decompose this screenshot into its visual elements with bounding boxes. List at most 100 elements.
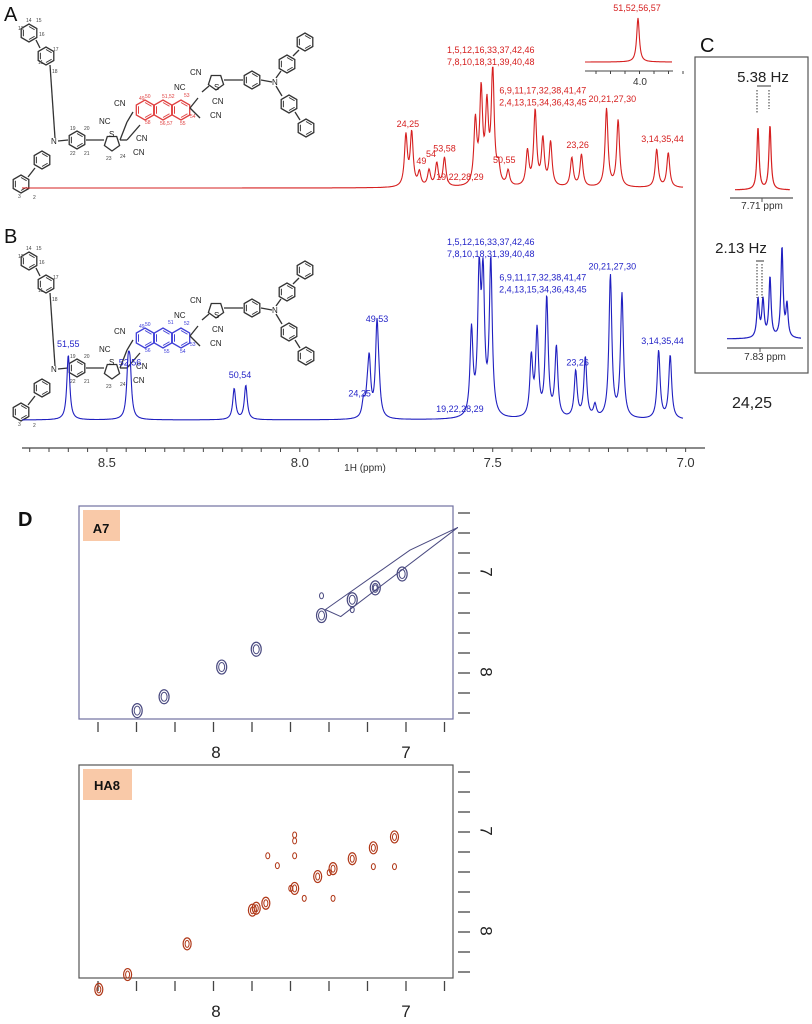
atom-label: CN (212, 97, 224, 106)
double-bond (286, 66, 293, 71)
atom-label: 22 (70, 151, 76, 157)
double-bond (288, 97, 295, 102)
atom-label: 24 (120, 382, 126, 388)
atom-label: 53 (184, 93, 190, 99)
peak-annotation: 7,8,10,18,31,39,40,48 (447, 249, 535, 259)
y-tick-label: 8 (477, 926, 496, 935)
atom-label: 54 (180, 349, 186, 355)
atom-label: CN (210, 111, 222, 120)
peak-annotation: 2,4,13,15,34,36,43,45 (499, 97, 587, 107)
ring (280, 94, 298, 114)
bond (189, 335, 201, 347)
atom-label: 52 (184, 321, 190, 327)
atom-label: 23 (106, 384, 112, 390)
double-bond (162, 113, 170, 118)
ring (171, 99, 191, 121)
double-bond (304, 35, 311, 40)
cosy-plot-a7: 8 7 7 8 (78, 505, 496, 762)
cross-peak (330, 894, 336, 902)
diagonal-peak-inner (371, 582, 379, 593)
atom-label: 14 (26, 246, 32, 252)
ring (278, 54, 296, 74)
panel-c-box: 5.38 Hz 7.71 ppm 2.13 Hz 7.83 ppm 24,25 (694, 56, 809, 412)
double-bond (180, 113, 188, 118)
atom-label: 17 (53, 275, 59, 281)
atom-label: 50 (145, 94, 151, 100)
bond (35, 39, 41, 49)
atom-label: 21 (84, 151, 90, 157)
x-tick-label: 8 (211, 743, 220, 762)
bond (292, 49, 300, 57)
cross-peak (265, 852, 271, 860)
atom-label: 18 (52, 69, 58, 75)
ring (37, 274, 55, 294)
ring (68, 130, 86, 150)
x-tick-label: 7.0 (677, 455, 695, 470)
diagonal-peak (251, 901, 261, 915)
diagonal-peak-inner (218, 662, 226, 673)
atom-label: 56 (145, 348, 151, 354)
double-bond (162, 341, 170, 346)
diagonal-peak-inner (160, 691, 168, 702)
bond (126, 352, 141, 369)
double-bond (162, 330, 170, 335)
ppm-label-blue: 7.83 ppm (744, 352, 786, 363)
atom-label: NC (174, 83, 186, 92)
y-tick-label: 7 (477, 826, 496, 835)
double-bond (180, 330, 188, 335)
cross-peak (288, 884, 294, 892)
atom-label: 3 (18, 422, 21, 428)
thiophene-ring (103, 363, 121, 380)
double-bond (76, 370, 83, 375)
atom-label: 53 (190, 342, 196, 348)
atom-label: 58 (145, 120, 151, 126)
atom-label: 2 (33, 423, 36, 429)
atom-label: CN (190, 296, 202, 305)
diagonal-peak (396, 566, 408, 582)
panel-label-b: B (4, 226, 17, 248)
cosy-frame (78, 505, 454, 720)
ring (20, 23, 38, 43)
spectrum-line (22, 66, 684, 189)
cross-peak (326, 869, 332, 877)
double-bond (286, 294, 293, 299)
bond (35, 267, 41, 277)
atom-label: NC (99, 345, 111, 354)
double-bond (41, 390, 48, 395)
atom-label: N (51, 137, 57, 146)
diagonal-peak (389, 830, 400, 844)
ring (33, 378, 51, 398)
atom-label: 3 (18, 194, 21, 200)
double-bond (28, 35, 35, 40)
atom-label: 19 (70, 126, 76, 132)
atom-label: 14 (26, 18, 32, 24)
badge-ha8: HA8 (94, 778, 120, 793)
cross-peak (292, 852, 298, 860)
ring (297, 346, 315, 366)
bond (275, 313, 283, 325)
peak-annotation: 51,55 (57, 339, 80, 349)
bond (260, 79, 273, 83)
cross-peak (274, 862, 280, 870)
ring (33, 150, 51, 170)
cross-peak (372, 584, 378, 592)
double-bond (41, 153, 48, 158)
atom-label: 51 (168, 320, 174, 326)
double-bond (288, 106, 295, 111)
spectrum-line (22, 255, 684, 421)
ring (297, 118, 315, 138)
cross-peak (292, 837, 298, 845)
bond (189, 325, 199, 337)
panel-c-caption: 24,25 (732, 395, 772, 412)
atom-label: 16 (39, 260, 45, 266)
diagonal-peak (315, 607, 328, 624)
peak-annotation: 24,25 (397, 119, 420, 129)
atom-label: CN (114, 99, 126, 108)
diagonal-peak (368, 841, 378, 855)
x-tick-label: 7.5 (484, 455, 502, 470)
double-bond (305, 358, 312, 363)
peak-annotation: 6,9,11,17,32,38,41,47 (499, 273, 586, 283)
bond (126, 339, 134, 351)
atom-label: 17 (53, 47, 59, 53)
